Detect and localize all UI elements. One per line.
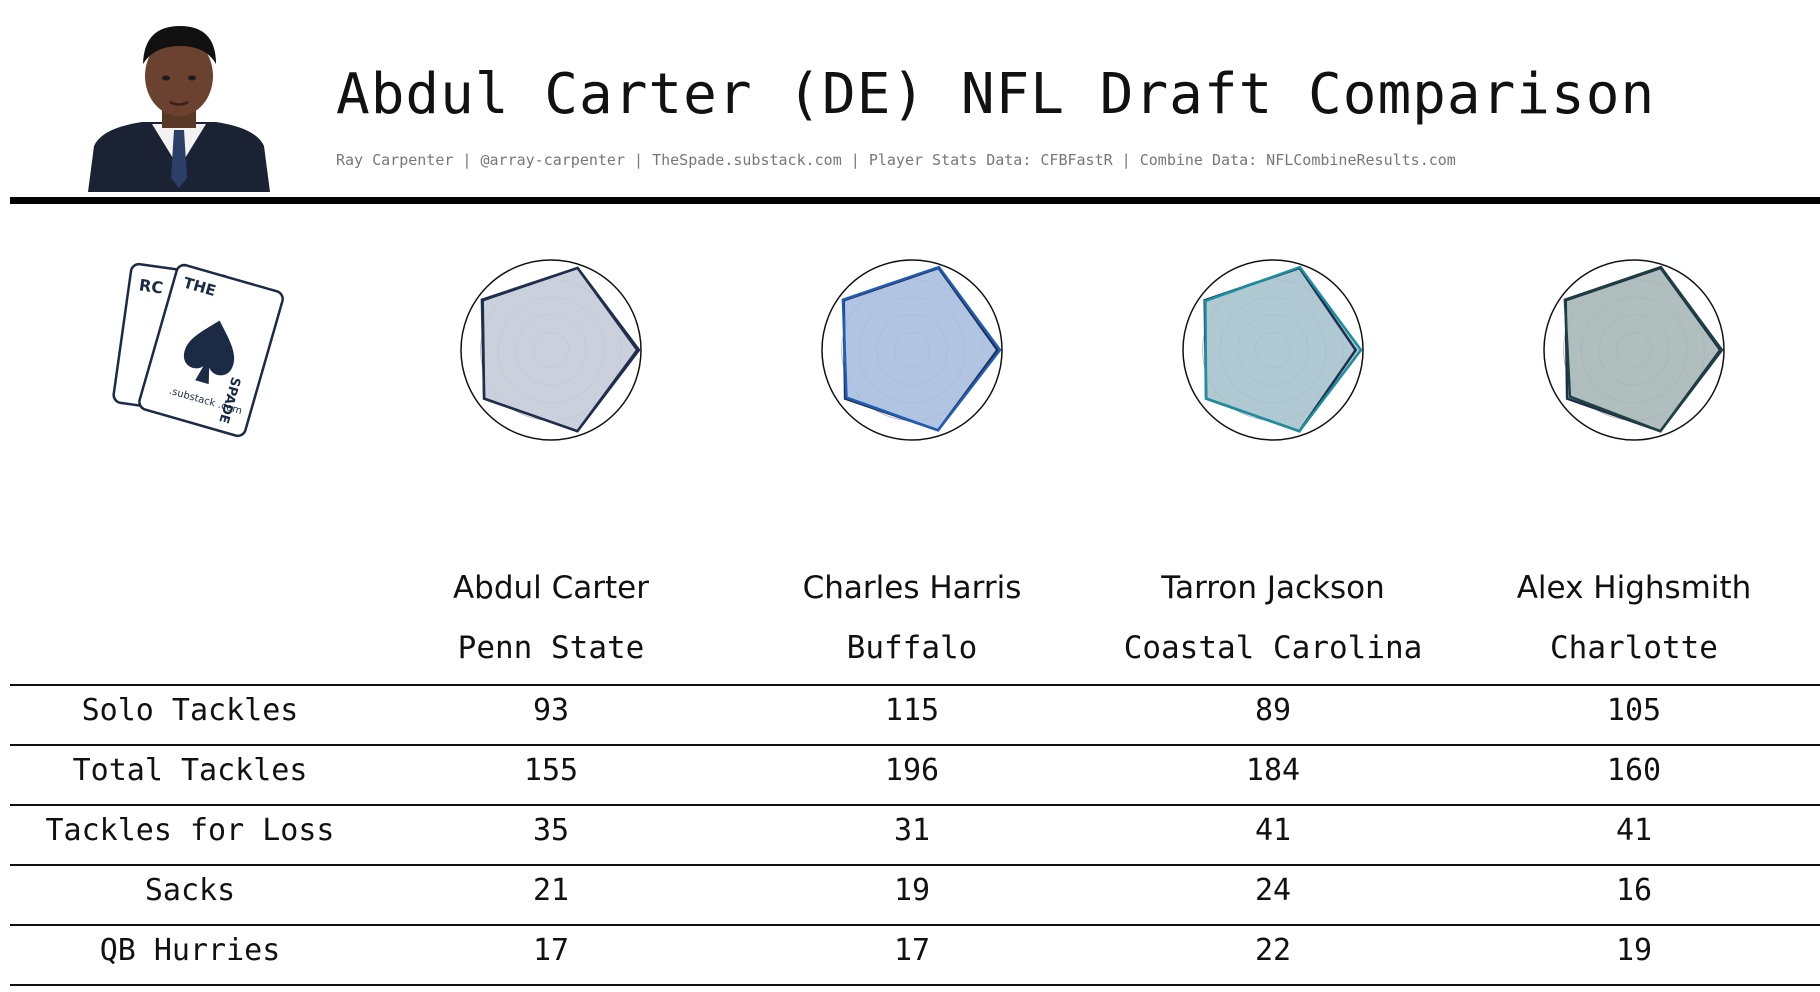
table-rule	[10, 984, 1820, 986]
logo-back-card-text: RC	[138, 275, 164, 297]
player-name-1: Abdul Carter	[452, 570, 650, 606]
page-title: Abdul Carter (DE) NFL Draft Comparison	[336, 62, 1656, 127]
radar-fill	[1205, 267, 1361, 432]
table-cell: 19	[1615, 933, 1653, 968]
radar-chart-4	[1543, 259, 1725, 441]
row-label-qb-hurries: QB Hurries	[99, 933, 281, 968]
table-cell: 35	[532, 813, 570, 848]
radar-series-outline	[841, 265, 1002, 432]
table-cell: 89	[1254, 693, 1292, 728]
table-cell: 160	[1606, 753, 1662, 788]
table-cell: 196	[884, 753, 940, 788]
table-cell: 41	[1615, 813, 1653, 848]
table-rule	[10, 924, 1820, 926]
radar-outer-ring	[1182, 259, 1364, 441]
row-label-tackles-for-loss: Tackles for Loss	[45, 813, 335, 848]
player-school-4: Charlotte	[1550, 630, 1718, 666]
table-cell: 115	[884, 693, 940, 728]
player-headshot-image	[88, 18, 270, 192]
table-cell: 41	[1254, 813, 1292, 848]
radar-fill	[842, 267, 1000, 431]
table-cell: 24	[1254, 873, 1292, 908]
spade-icon	[183, 320, 235, 385]
table-cell: 31	[893, 813, 931, 848]
player-school-1: Penn State	[457, 630, 645, 666]
radar-chart-3	[1182, 259, 1364, 441]
radar-chart-2	[821, 259, 1003, 441]
radar-fill	[481, 268, 639, 432]
radar-fill	[1564, 267, 1722, 432]
table-cell: 17	[893, 933, 931, 968]
table-cell: 93	[532, 693, 570, 728]
header-divider	[10, 197, 1820, 204]
row-label-sacks: Sacks	[144, 873, 236, 908]
player-name-3: Tarron Jackson	[1161, 570, 1385, 606]
radar-outer-ring	[460, 259, 642, 441]
table-rule	[10, 864, 1820, 866]
player-school-3: Coastal Carolina	[1123, 630, 1423, 666]
table-cell: 19	[893, 873, 931, 908]
radar-series-outline	[1563, 265, 1724, 433]
radar-series-outline	[1204, 265, 1363, 433]
radar-outer-ring	[821, 259, 1003, 441]
table-rule	[10, 684, 1820, 686]
table-cell: 105	[1606, 693, 1662, 728]
table-cell: 184	[1245, 753, 1301, 788]
player-name-4: Alex Highsmith	[1516, 570, 1752, 606]
table-rule	[10, 744, 1820, 746]
row-label-solo-tackles: Solo Tackles	[81, 693, 299, 728]
table-cell: 16	[1615, 873, 1653, 908]
table-cell: 17	[532, 933, 570, 968]
radar-series-outline	[480, 266, 641, 433]
player-name-2: Charles Harris	[802, 570, 1022, 606]
table-cell: 21	[532, 873, 570, 908]
table-cell: 22	[1254, 933, 1292, 968]
table-cell: 155	[523, 753, 579, 788]
page-subtitle: Ray Carpenter | @array-carpenter | TheSp…	[336, 151, 1456, 169]
the-spade-logo: RC THE SPADE .substack .com	[112, 262, 284, 438]
player-school-2: Buffalo	[846, 630, 978, 666]
radar-chart-1	[460, 259, 642, 441]
radar-outer-ring	[1543, 259, 1725, 441]
table-rule	[10, 804, 1820, 806]
row-label-total-tackles: Total Tackles	[72, 753, 308, 788]
